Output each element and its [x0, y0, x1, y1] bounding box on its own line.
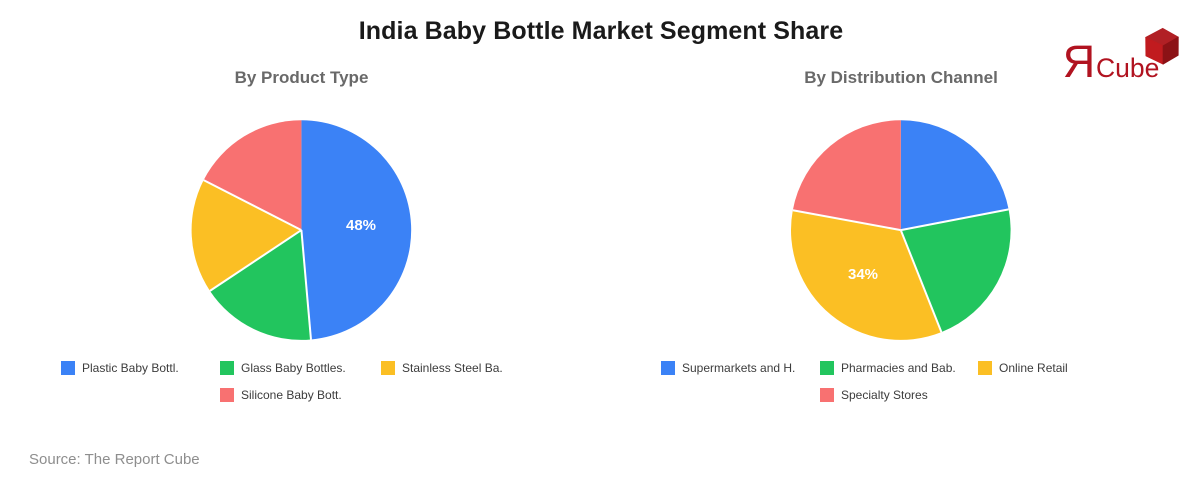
- svg-text:48%: 48%: [346, 217, 376, 234]
- svg-text:34%: 34%: [848, 266, 878, 283]
